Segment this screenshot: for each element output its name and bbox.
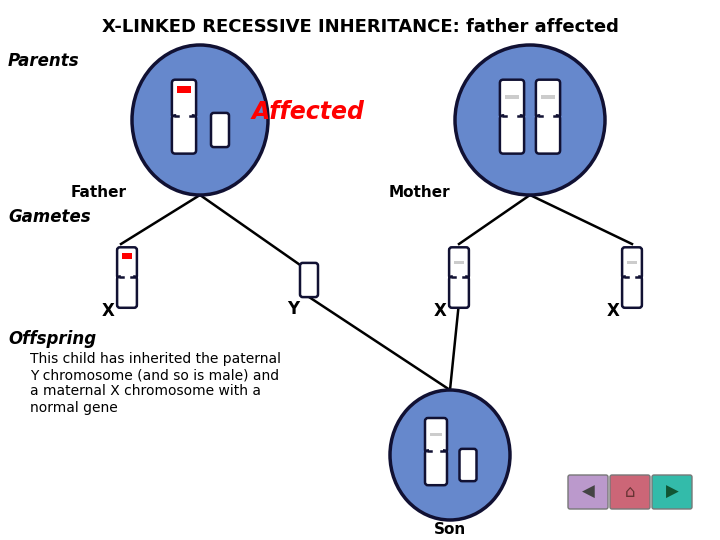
Text: X-LINKED RECESSIVE INHERITANCE: father affected: X-LINKED RECESSIVE INHERITANCE: father a… <box>102 18 618 36</box>
Bar <box>430 433 442 436</box>
FancyBboxPatch shape <box>449 276 469 308</box>
Text: ⌂: ⌂ <box>625 483 635 501</box>
Bar <box>541 95 555 99</box>
Text: Gametes: Gametes <box>8 208 91 226</box>
FancyBboxPatch shape <box>500 80 524 118</box>
FancyBboxPatch shape <box>622 247 642 279</box>
Bar <box>430 424 442 430</box>
FancyBboxPatch shape <box>610 475 650 509</box>
FancyBboxPatch shape <box>172 80 196 118</box>
FancyBboxPatch shape <box>536 80 560 118</box>
Ellipse shape <box>390 390 510 520</box>
Text: ▶: ▶ <box>665 483 678 501</box>
FancyBboxPatch shape <box>449 247 469 279</box>
FancyBboxPatch shape <box>652 475 692 509</box>
Bar <box>505 86 519 93</box>
FancyBboxPatch shape <box>540 112 556 124</box>
FancyBboxPatch shape <box>459 449 477 481</box>
FancyBboxPatch shape <box>453 274 465 284</box>
FancyBboxPatch shape <box>536 116 560 153</box>
FancyBboxPatch shape <box>500 116 524 153</box>
Ellipse shape <box>455 45 605 195</box>
Bar <box>454 253 464 259</box>
Text: Parents: Parents <box>8 52 80 70</box>
Text: Father: Father <box>71 185 127 200</box>
FancyBboxPatch shape <box>425 450 447 485</box>
FancyBboxPatch shape <box>504 112 520 124</box>
FancyBboxPatch shape <box>117 247 137 279</box>
FancyBboxPatch shape <box>121 274 133 284</box>
Bar <box>454 261 464 264</box>
FancyBboxPatch shape <box>626 274 638 284</box>
Text: ◀: ◀ <box>582 483 595 501</box>
Text: Y: Y <box>287 300 299 318</box>
Ellipse shape <box>132 45 268 195</box>
FancyBboxPatch shape <box>117 276 137 308</box>
Text: Mother: Mother <box>388 185 450 200</box>
Text: Affected: Affected <box>251 100 364 124</box>
FancyBboxPatch shape <box>211 113 229 147</box>
Bar <box>627 261 637 264</box>
FancyBboxPatch shape <box>429 448 443 458</box>
Bar <box>177 86 191 93</box>
Bar <box>541 86 555 93</box>
Bar <box>627 253 637 259</box>
FancyBboxPatch shape <box>172 116 196 153</box>
Text: X: X <box>606 302 619 320</box>
Bar <box>505 95 519 99</box>
Text: This child has inherited the paternal
Y chromosome (and so is male) and
a matern: This child has inherited the paternal Y … <box>30 352 281 415</box>
Bar <box>122 253 132 259</box>
FancyBboxPatch shape <box>622 276 642 308</box>
Text: X: X <box>433 302 446 320</box>
Text: Son: Son <box>434 522 466 537</box>
Text: X: X <box>102 302 114 320</box>
FancyBboxPatch shape <box>568 475 608 509</box>
FancyBboxPatch shape <box>176 112 192 124</box>
FancyBboxPatch shape <box>425 418 447 453</box>
Text: Offspring: Offspring <box>8 330 96 348</box>
FancyBboxPatch shape <box>300 263 318 297</box>
